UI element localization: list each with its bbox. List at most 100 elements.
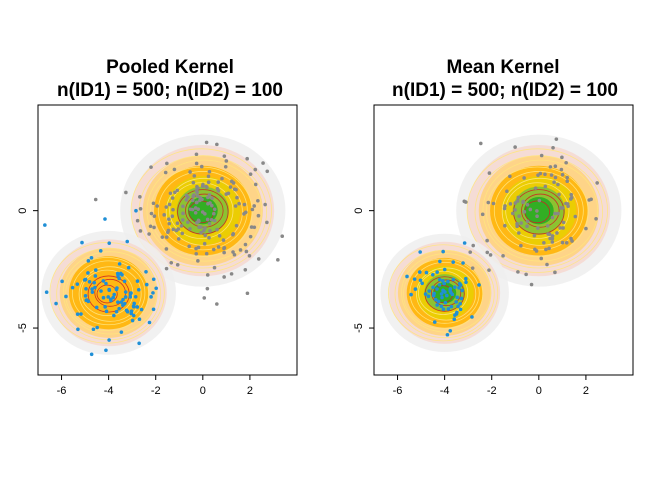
data-point: [232, 252, 237, 257]
data-point: [112, 292, 117, 297]
data-point: [409, 292, 413, 297]
data-point: [556, 182, 560, 187]
data-point: [101, 279, 106, 283]
data-point: [561, 226, 565, 230]
data-point: [561, 220, 566, 225]
data-point: [188, 207, 193, 212]
data-point: [116, 300, 120, 304]
data-point: [525, 219, 530, 224]
chart-subtitle: n(ID1) = 500; n(ID2) = 100: [392, 80, 618, 101]
data-point: [181, 218, 185, 222]
data-point: [508, 174, 512, 179]
data-point: [193, 210, 198, 215]
data-point: [510, 211, 515, 216]
data-point: [82, 278, 87, 282]
data-point: [440, 295, 444, 300]
data-point: [457, 286, 461, 290]
data-point: [440, 278, 445, 283]
data-point: [544, 247, 548, 252]
data-point: [93, 197, 98, 202]
data-point: [253, 182, 258, 187]
data-point: [75, 312, 80, 316]
data-point: [130, 318, 135, 323]
data-point: [559, 206, 563, 210]
data-point: [186, 220, 190, 225]
data-point: [152, 214, 157, 218]
data-point: [124, 190, 128, 195]
x-tick-label: 0: [536, 385, 542, 397]
data-point: [265, 169, 270, 174]
contour-line: [146, 159, 263, 262]
data-point: [513, 201, 518, 205]
data-point: [95, 325, 99, 330]
data-point: [131, 313, 136, 318]
data-point: [468, 250, 473, 254]
data-point: [210, 196, 214, 200]
chart-title: Mean Kernel: [447, 57, 560, 78]
data-point: [212, 218, 217, 223]
data-point: [420, 281, 424, 286]
data-point: [432, 320, 437, 324]
contour-line: [409, 261, 480, 324]
x-tick-label: -2: [487, 385, 497, 397]
data-point: [547, 246, 551, 251]
data-point: [256, 257, 261, 261]
data-point: [206, 195, 210, 200]
data-point: [164, 266, 169, 271]
data-point: [261, 161, 265, 165]
data-point: [435, 303, 439, 307]
data-point: [93, 274, 98, 278]
data-point: [164, 247, 169, 251]
data-point: [172, 167, 177, 172]
data-point: [513, 208, 517, 212]
data-point: [103, 217, 107, 221]
data-point: [491, 201, 496, 206]
data-point: [54, 301, 58, 306]
data-point: [515, 199, 520, 203]
data-point: [587, 198, 591, 202]
x-tick-label: 0: [200, 385, 206, 397]
data-point: [204, 140, 209, 145]
data-point: [121, 297, 125, 302]
data-point: [461, 261, 465, 265]
data-point: [106, 295, 111, 299]
contour-line: [130, 148, 272, 273]
x-tick-label: -6: [57, 385, 67, 397]
data-point: [89, 256, 94, 260]
data-point: [194, 246, 198, 251]
contour-line: [482, 159, 599, 262]
data-point: [552, 180, 556, 185]
data-point: [553, 211, 557, 216]
data-point: [136, 287, 141, 292]
data-point: [485, 238, 489, 243]
data-point: [245, 291, 250, 296]
data-point: [435, 287, 439, 291]
data-point: [215, 227, 219, 232]
data-point: [550, 215, 555, 220]
data-point: [116, 273, 120, 278]
data-point: [125, 239, 130, 244]
contour-line: [49, 242, 165, 344]
chart-title: Pooled Kernel: [106, 57, 234, 78]
data-point: [445, 332, 450, 337]
data-point: [550, 236, 555, 241]
data-point: [525, 202, 530, 207]
data-point: [276, 258, 280, 262]
data-point: [133, 295, 138, 299]
data-point: [480, 212, 485, 217]
data-point: [525, 224, 529, 228]
data-point: [487, 268, 491, 272]
data-point: [222, 275, 226, 279]
data-point: [200, 184, 205, 188]
data-point: [204, 251, 209, 256]
data-point: [443, 290, 447, 294]
contour-line: [169, 182, 234, 239]
contour-line: [65, 257, 150, 331]
data-point: [202, 296, 207, 300]
data-point: [86, 271, 90, 275]
data-point: [168, 191, 173, 196]
data-point: [206, 174, 211, 179]
data-point: [107, 338, 111, 342]
data-point: [418, 250, 422, 254]
data-point: [119, 330, 124, 334]
